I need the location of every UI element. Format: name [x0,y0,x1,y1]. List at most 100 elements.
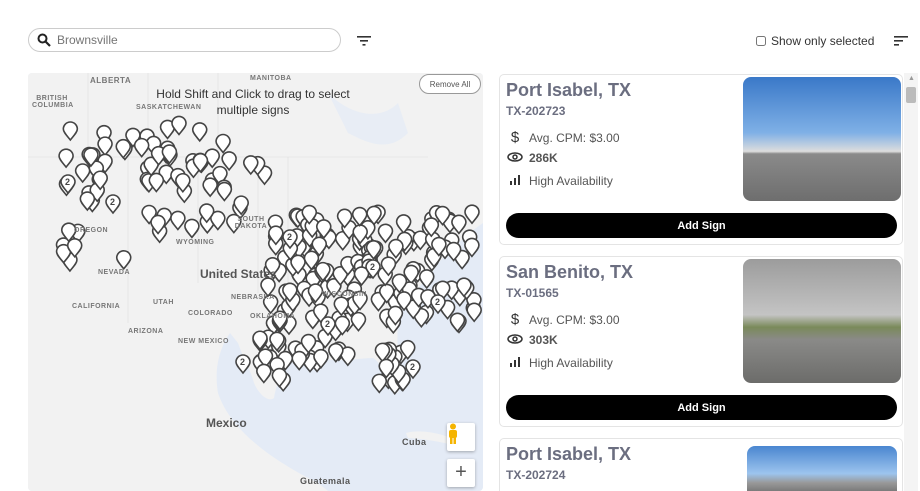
sign-pin[interactable] [378,358,395,379]
sign-pin[interactable] [79,191,96,212]
sign-pin[interactable] [340,346,356,367]
sign-pin[interactable] [92,170,109,191]
sign-pin[interactable] [464,204,480,225]
sign-pin[interactable] [445,241,462,262]
sign-pin[interactable] [434,205,451,226]
sign-pin[interactable] [115,138,132,160]
sign-pin[interactable] [315,219,332,240]
remove-all-button[interactable]: Remove All [419,74,481,94]
sign-pin[interactable] [221,151,237,172]
street-view-pegman[interactable] [447,423,475,451]
sign-pin[interactable] [171,115,187,136]
sign-pin[interactable] [464,237,480,258]
sign-pin[interactable] [466,302,482,323]
sign-pin[interactable] [184,218,200,239]
sign-pin[interactable] [352,290,368,311]
sign-pin[interactable] [260,277,276,298]
sign-pin[interactable] [291,350,308,371]
sign-pin[interactable] [300,333,317,354]
scrollbar-thumb[interactable] [906,87,916,103]
sign-pin[interactable] [159,119,176,140]
sign-pin[interactable] [412,230,429,251]
sign-pin[interactable] [256,363,272,384]
sign-pin[interactable] [175,172,191,194]
show-only-selected[interactable]: Show only selected [756,34,874,48]
sign-pin[interactable] [315,261,331,282]
sign-pin[interactable] [456,277,472,298]
sign-pin[interactable] [264,256,281,278]
sign-pin[interactable] [365,240,382,261]
sign-pin[interactable] [191,122,208,143]
sign-pin[interactable] [333,296,350,317]
sign-pin[interactable] [143,156,159,177]
sign-pin[interactable] [336,208,353,229]
sign-pin[interactable] [320,316,336,337]
sign-pin[interactable] [307,283,324,304]
sign-pin[interactable] [282,229,298,250]
sign-pin[interactable] [198,203,215,224]
sign-pin[interactable] [303,250,320,271]
sign-pin[interactable] [133,137,150,158]
sign-pin[interactable] [58,148,74,169]
sign-pin[interactable] [216,181,233,202]
sign-pin[interactable] [268,225,284,246]
sign-pin[interactable] [332,266,349,287]
sign-pin[interactable] [210,210,226,231]
sign-pin[interactable] [431,236,447,257]
sign-pin[interactable] [235,354,251,375]
sign-pin[interactable] [377,223,394,244]
sign-pin[interactable] [301,204,318,225]
sign-pin[interactable] [449,312,466,333]
sign-pin[interactable] [83,147,99,168]
sign-pin[interactable] [328,342,344,363]
sign-pin[interactable] [403,264,419,285]
sign-pin[interactable] [115,250,132,271]
sign-pin[interactable] [215,133,231,154]
sign-pin[interactable] [282,282,298,303]
sign-pin[interactable] [326,278,342,299]
sign-pin[interactable] [62,121,79,142]
sign-pin[interactable] [399,339,416,361]
sign-pin[interactable] [74,163,91,184]
search-bar[interactable] [28,28,341,52]
sign-pin[interactable] [262,294,279,315]
sign-pin[interactable] [418,269,435,290]
sign-pin[interactable] [311,236,328,257]
sign-pin[interactable] [66,237,83,259]
sign-pin[interactable] [226,213,242,234]
sign-pin[interactable] [353,266,370,287]
sign-pin[interactable] [271,367,288,388]
sign-photo[interactable] [743,77,901,201]
sign-pin[interactable] [371,373,388,394]
sign-pin[interactable] [365,259,381,280]
add-sign-button[interactable]: Add Sign [506,395,897,420]
sign-pin[interactable] [430,294,446,315]
sign-pin[interactable] [366,205,382,226]
sign-photo[interactable] [743,259,901,383]
sign-pin[interactable] [350,311,367,332]
sign-pin[interactable] [252,330,268,351]
sign-pin[interactable] [396,291,412,312]
sign-pin[interactable] [380,256,397,277]
add-sign-button[interactable]: Add Sign [506,213,897,238]
sign-pin[interactable] [60,222,77,243]
sign-pin[interactable] [269,331,285,352]
sign-pin[interactable] [334,315,351,336]
show-only-selected-checkbox[interactable] [756,36,766,46]
sign-photo[interactable] [747,446,897,491]
sign-pin[interactable] [148,172,165,193]
sign-card[interactable]: Port Isabel, TX TX-202724 [499,438,903,491]
sign-pin[interactable] [388,238,404,259]
sign-pin[interactable] [423,217,440,238]
sign-card[interactable]: San Benito, TX TX-01565 $ Avg. CPM: $3.00… [499,256,903,427]
sign-pin[interactable] [451,214,467,235]
sign-pin[interactable] [202,177,218,198]
search-input[interactable] [57,33,317,47]
sign-pin[interactable] [97,136,113,157]
sign-pin[interactable] [170,210,186,231]
sign-pin[interactable] [242,155,259,176]
sign-pin[interactable] [55,243,72,264]
sign-pin[interactable] [233,195,250,216]
sign-pin[interactable] [290,254,306,275]
sign-pin[interactable] [272,310,288,331]
